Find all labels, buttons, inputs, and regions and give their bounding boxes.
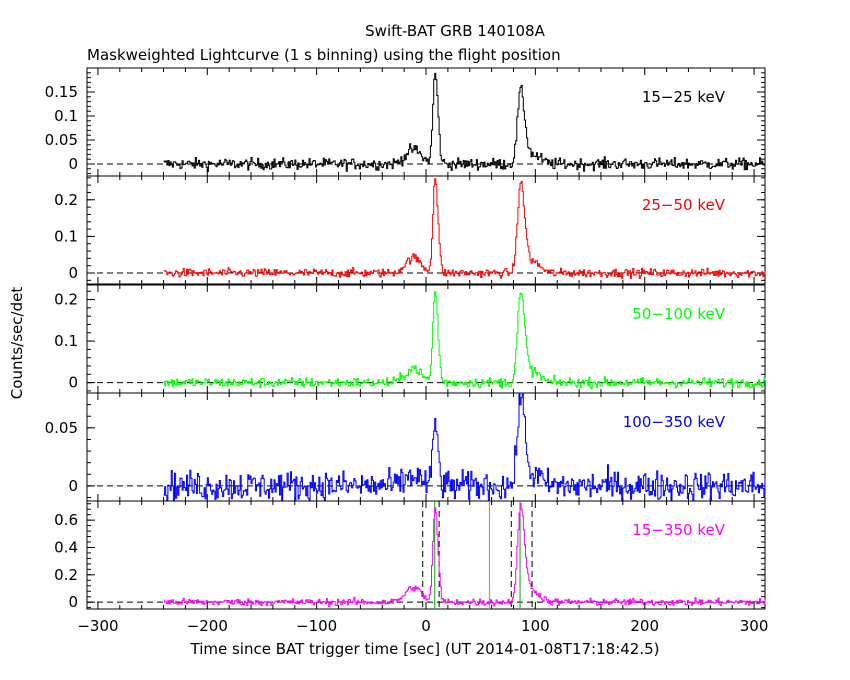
x-tick-label: 300: [740, 617, 769, 635]
x-tick-label: 100: [521, 617, 550, 635]
band-label: 100−350 keV: [623, 413, 726, 431]
lightcurve-series: [163, 291, 766, 390]
lightcurve-series: [163, 503, 766, 608]
panel-1: 0 0.05 0.1 0.15 15−25 keV: [45, 67, 766, 177]
chart-title: Swift-BAT GRB 140108A: [365, 22, 545, 40]
y-tick-label: 0.2: [54, 191, 78, 209]
x-tick-label: −200: [187, 617, 228, 635]
band-label: 15−25 keV: [642, 88, 726, 106]
panel-4: 0 0.05 100−350 keV: [45, 392, 766, 502]
lightcurve-series: [163, 72, 766, 172]
y-tick-label: 0: [68, 374, 78, 392]
x-tick-label: 0: [421, 617, 431, 635]
y-tick-label: 0.2: [54, 566, 78, 584]
y-tick-label: 0.6: [54, 511, 78, 529]
y-tick-label: 0: [68, 477, 78, 495]
band-label: 15−350 keV: [632, 521, 725, 539]
panel-3: 0 0.1 0.2 50−100 keV: [54, 284, 766, 394]
panels-group: 0 0.05 0.1 0.15 15−25 keV 0 0.1 0.2 25−50 keV 0 0.…: [45, 67, 769, 635]
y-tick-label: 0: [68, 264, 78, 282]
x-axis-label: Time since BAT trigger time [sec] (UT 20…: [190, 640, 660, 658]
y-tick-label: 0: [68, 155, 78, 173]
x-tick-label: −300: [77, 617, 118, 635]
y-tick-label: 0.05: [45, 419, 78, 437]
y-tick-label: 0.15: [45, 83, 78, 101]
y-tick-label: 0.2: [54, 291, 78, 309]
lightcurve-series: [163, 178, 766, 279]
panel-frame: [86, 500, 766, 610]
band-label: 50−100 keV: [632, 305, 725, 323]
y-tick-label: 0.05: [45, 131, 78, 149]
panel-5: 0 0.2 0.4 0.6 15−350 keV: [54, 500, 766, 611]
y-tick-label: 0: [68, 593, 78, 611]
y-tick-label: 0.1: [54, 332, 78, 350]
y-tick-label: 0.1: [54, 227, 78, 245]
band-label: 25−50 keV: [642, 196, 726, 214]
lightcurve-series: [163, 392, 766, 502]
x-tick-label: 200: [630, 617, 659, 635]
y-axis-label: Counts/sec/det: [8, 287, 26, 400]
panel-frame: [86, 284, 766, 394]
y-tick-label: 0.1: [54, 107, 78, 125]
panel-2: 0 0.1 0.2 25−50 keV: [54, 175, 766, 285]
y-tick-label: 0.4: [54, 538, 78, 556]
x-tick-label: −100: [296, 617, 337, 635]
chart-subtitle: Maskweighted Lightcurve (1 s binning) us…: [87, 46, 561, 64]
